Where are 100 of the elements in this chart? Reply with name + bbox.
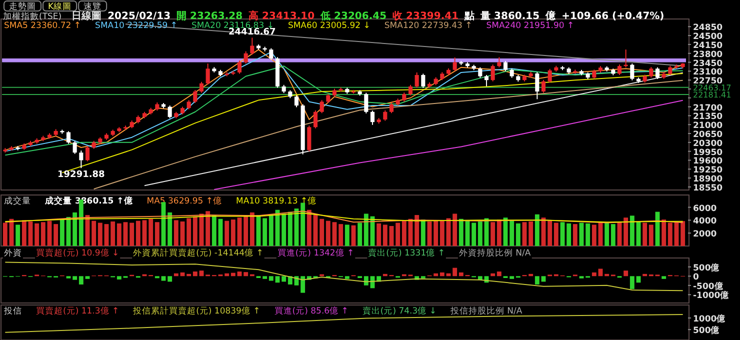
bar [662, 276, 666, 279]
bar [624, 218, 628, 246]
candlestick [649, 66, 654, 78]
bar [382, 274, 388, 276]
bar [192, 272, 198, 276]
bar [262, 276, 268, 279]
bar [402, 220, 406, 246]
bar [389, 226, 394, 246]
y-tick-label: 19950 [693, 148, 723, 158]
bar [300, 202, 306, 246]
bar [560, 222, 565, 246]
annotation: 投信持股比例 N/A [449, 306, 522, 316]
candlestick [168, 105, 172, 119]
candlestick [535, 72, 540, 100]
line-series [4, 66, 684, 156]
bar [237, 218, 242, 246]
y-tick-label: 4000 [693, 216, 717, 227]
annotation: 外資持股比例 N/A [458, 248, 531, 258]
ref-line-label: 22181.41 [693, 90, 732, 100]
bar [427, 221, 432, 246]
bar [604, 222, 610, 246]
bar [598, 268, 603, 276]
text: 走勢圖 [9, 1, 36, 12]
bar [230, 272, 236, 276]
text: SMA60 23005.92 ↓ [288, 21, 370, 31]
candlestick [193, 89, 198, 104]
y-tick-label: 23100 [693, 68, 723, 78]
bar [206, 211, 210, 246]
candlestick [668, 65, 672, 76]
bar [288, 212, 292, 246]
y-tick-label: -500億 [693, 280, 724, 292]
bar [85, 276, 90, 279]
bar [174, 273, 178, 276]
bar [478, 221, 482, 246]
y-tick-label: 24850 [693, 23, 723, 34]
bar [648, 224, 654, 246]
bar [496, 220, 502, 246]
candlestick [79, 150, 84, 169]
bar [642, 274, 648, 276]
candlestick [237, 60, 242, 74]
bar [458, 272, 464, 276]
bar [452, 268, 458, 276]
bar [244, 272, 248, 276]
annotation: 買賣超(元) 11.3億 ↑ [36, 306, 120, 316]
text: SMA10 23229.59 ↑ [95, 21, 178, 31]
bar [282, 276, 286, 282]
bar [522, 222, 527, 246]
bar [161, 276, 166, 281]
bar [98, 222, 102, 246]
bar [142, 220, 147, 246]
bar [186, 218, 192, 246]
bar [54, 224, 58, 246]
text: 日線圖 2025/02/13 開 23263.28 高 23413.10 低 23206.45 收 23399.41 點 量 3860.15 億 +109.66 (+0.47%) [72, 11, 664, 22]
bar [78, 276, 84, 284]
candlestick [389, 102, 394, 114]
y-tick-label: 500億 [693, 325, 721, 336]
text: K線圖 [48, 1, 72, 12]
candlestick [490, 64, 495, 82]
bar [168, 212, 172, 246]
line-series [4, 314, 684, 333]
bar [610, 224, 616, 246]
bar [534, 214, 540, 246]
bar [586, 223, 590, 246]
bar [72, 212, 78, 246]
candlestick [199, 81, 204, 94]
bar [624, 270, 628, 276]
chart-title: 加權指數(TSE) [3, 11, 62, 22]
annotation: 買進(元) 85.6億 ↑ [274, 306, 348, 316]
bar [642, 222, 648, 246]
bar [528, 274, 534, 276]
bar [28, 221, 33, 246]
bar [174, 220, 178, 246]
candlestick [307, 125, 312, 152]
bar [186, 274, 192, 276]
bar [630, 276, 634, 290]
bar [592, 272, 596, 276]
text: SMA5 23360.72 ↑ [4, 21, 82, 31]
bar [534, 276, 540, 284]
bar [180, 221, 185, 246]
bar [516, 223, 520, 246]
bar [104, 224, 109, 246]
text: SMA120 22739.43 ↑ [384, 21, 472, 31]
bar [528, 221, 534, 246]
bar [16, 224, 20, 246]
text: 速覽 [84, 1, 102, 12]
y-tick-label: 6000 [693, 204, 717, 214]
candlestick [617, 64, 622, 76]
series-label: 外資累計買賣超(元) -14144億 ↑ [133, 248, 264, 258]
candlestick [414, 72, 419, 88]
bar [218, 218, 223, 246]
candlestick [383, 110, 388, 122]
bar [212, 215, 216, 246]
bar [630, 216, 634, 246]
bar [344, 276, 350, 279]
bar [192, 216, 198, 246]
bar [472, 222, 476, 246]
bar [440, 272, 444, 276]
line-series [214, 100, 684, 190]
y-tick-label: 19600 [693, 156, 723, 167]
bar [554, 222, 558, 246]
